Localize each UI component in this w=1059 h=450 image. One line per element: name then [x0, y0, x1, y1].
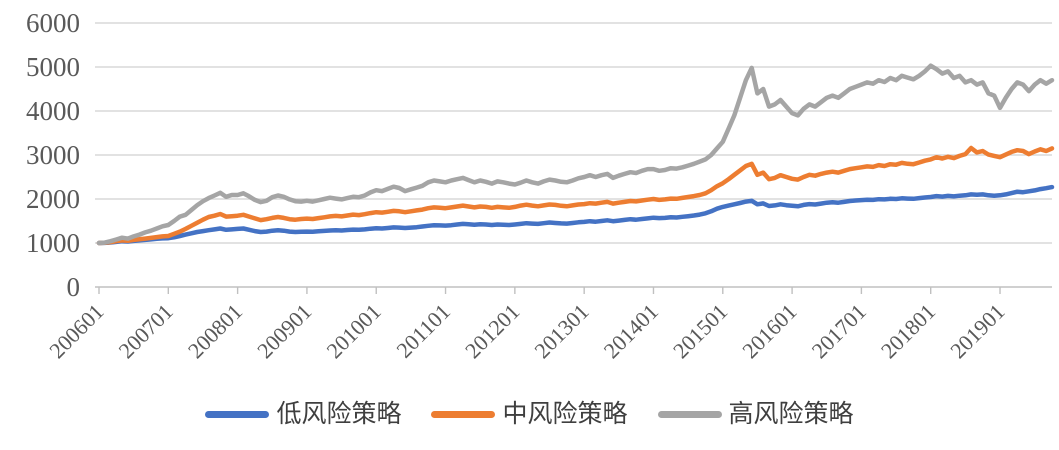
x-axis-tick-label: 201401	[599, 299, 663, 363]
legend-item-low-risk[interactable]: 低风险策略	[205, 402, 401, 427]
y-axis-tick-label: 5000	[26, 52, 80, 82]
medium-risk-line-swatch	[431, 411, 496, 418]
x-axis-tick-label: 201301	[529, 299, 593, 363]
high-risk-line-swatch	[657, 411, 722, 418]
legend-label-high-risk: 高风险策略	[728, 401, 854, 428]
x-axis-tick-label: 201801	[876, 299, 940, 363]
y-axis-tick-label: 4000	[26, 96, 80, 126]
x-axis-tick-label: 201101	[391, 299, 455, 363]
y-axis-tick-label: 2000	[26, 184, 80, 214]
y-axis-tick-label: 1000	[26, 228, 80, 258]
legend-item-medium-risk[interactable]: 中风险策略	[431, 401, 628, 428]
y-axis-tick-label: 3000	[26, 140, 80, 170]
series-line-high-risk[interactable]	[96, 63, 1055, 246]
x-axis-tick-label: 200601	[44, 299, 108, 363]
x-axis-tick-label: 201501	[668, 299, 732, 363]
chart-legend: 低风险策略 中风险策略 高风险策略	[0, 402, 1059, 427]
y-axis-tick-label: 6000	[26, 8, 80, 38]
x-axis-tick-label: 201001	[321, 299, 385, 363]
series-line-low-risk[interactable]	[96, 184, 1055, 246]
low-risk-line-swatch	[205, 411, 270, 418]
x-axis-tick-label: 200701	[113, 299, 177, 363]
x-axis-tick-label: 200901	[252, 299, 316, 363]
x-axis-tick-label: 201601	[737, 299, 801, 363]
x-axis-tick-label: 200801	[183, 299, 247, 363]
y-axis-tick-label: 0	[67, 272, 81, 302]
legend-item-high-risk[interactable]: 高风险策略	[657, 401, 854, 428]
x-axis-tick-label: 201201	[460, 299, 524, 363]
legend-label-low-risk: 低风险策略	[276, 401, 402, 428]
series-line-medium-risk[interactable]	[96, 145, 1055, 246]
x-axis-tick-label: 201901	[945, 299, 1009, 363]
legend-label-medium-risk: 中风险策略	[502, 401, 628, 428]
x-axis-tick-label: 201701	[807, 299, 871, 363]
